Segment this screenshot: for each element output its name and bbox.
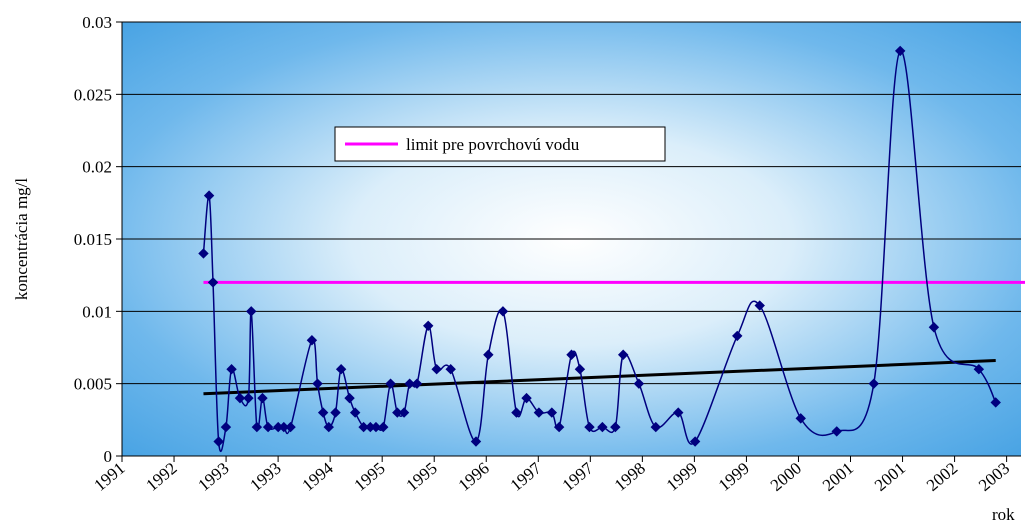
data-point <box>278 421 290 433</box>
x-tick-label: 2000 <box>767 459 805 495</box>
y-tick-label: 0.03 <box>82 13 112 32</box>
data-point <box>257 392 268 404</box>
data-point <box>617 349 629 360</box>
data-point <box>610 421 621 433</box>
data-point <box>831 426 842 437</box>
x-axis-ticks: 1991 1992 1993 1993 1994 1995 1995 1996 1997 1997… <box>90 456 1013 495</box>
gridlines <box>122 21 1021 385</box>
data-point <box>689 436 701 447</box>
data-point <box>574 363 586 375</box>
data-point <box>349 407 361 418</box>
data-point <box>243 392 254 404</box>
data-point <box>553 421 565 433</box>
data-point <box>423 320 434 332</box>
data-point <box>385 378 396 389</box>
data-point <box>566 349 577 360</box>
y-tick-label: 0.015 <box>74 230 112 249</box>
data-point <box>285 421 296 433</box>
x-tick-label: 1994 <box>298 458 337 495</box>
data-point <box>335 363 347 375</box>
y-tick-label: 0 <box>104 447 113 466</box>
x-tick-label: 2001 <box>871 459 909 495</box>
data-point <box>378 421 389 433</box>
data-point <box>483 349 494 360</box>
trend-line <box>203 359 996 396</box>
x-tick-label: 2003 <box>975 459 1013 495</box>
data-point <box>198 248 209 259</box>
data-point <box>344 392 355 404</box>
x-tick-label: 1997 <box>507 458 546 495</box>
data-point <box>497 306 509 317</box>
x-tick-label: 1997 <box>559 458 598 495</box>
legend: limit pre povrchovú vodu <box>334 126 666 162</box>
x-tick-label: 1996 <box>455 459 493 495</box>
data-point <box>306 335 318 346</box>
data-point <box>511 407 522 418</box>
data-point <box>673 407 684 418</box>
data-point <box>370 421 382 433</box>
data-point <box>213 436 224 447</box>
data-point <box>234 392 246 404</box>
data-point <box>521 392 532 404</box>
x-axis-title: rok <box>992 505 1015 524</box>
data-point <box>226 363 237 375</box>
data-point <box>928 322 940 333</box>
data-point <box>533 407 545 418</box>
data-point <box>470 436 482 447</box>
data-point <box>358 421 369 433</box>
data-point <box>392 407 403 418</box>
data-point <box>633 378 645 389</box>
x-tick-label: 1993 <box>246 459 284 495</box>
x-tick-label: 1998 <box>611 459 649 495</box>
data-point <box>795 413 806 424</box>
data-point <box>546 407 558 418</box>
data-point <box>262 421 274 433</box>
y-axis-ticks: 0 0.005 0.01 0.015 0.02 0.025 0.03 <box>74 13 122 466</box>
data-point <box>650 421 661 433</box>
x-tick-label: 2002 <box>923 459 961 495</box>
data-point <box>411 378 423 389</box>
legend-label: limit pre povrchovú vodu <box>406 135 580 154</box>
x-tick-label: 1999 <box>715 459 753 495</box>
y-tick-label: 0.02 <box>82 158 112 177</box>
data-point <box>431 363 442 375</box>
x-tick-label: 1992 <box>142 459 180 495</box>
x-tick-label: 1993 <box>194 459 232 495</box>
data-point <box>868 378 879 389</box>
data-point <box>203 190 215 201</box>
x-tick-label: 1995 <box>350 459 388 495</box>
x-tick-label: 2001 <box>819 459 857 495</box>
data-point <box>251 421 263 433</box>
data-point <box>597 421 608 433</box>
data-point <box>220 421 232 433</box>
data-point <box>330 407 341 418</box>
data-point <box>445 363 456 375</box>
data-point <box>323 421 334 433</box>
x-tick-label: 1991 <box>90 459 128 495</box>
data-point <box>584 421 595 433</box>
x-tick-label: 1995 <box>403 459 441 495</box>
data-point <box>754 300 765 311</box>
data-point <box>312 378 323 389</box>
data-point <box>973 363 985 375</box>
y-axis-title: koncentrácia mg/l <box>12 178 31 301</box>
series-markers <box>198 45 1001 447</box>
y-tick-label: 0.025 <box>74 85 112 104</box>
data-point <box>317 407 329 418</box>
x-tick-label: 1999 <box>663 459 701 495</box>
data-point <box>990 397 1001 408</box>
data-point <box>404 378 415 389</box>
data-point <box>894 45 906 57</box>
data-point <box>207 277 219 288</box>
data-point <box>732 330 743 342</box>
y-tick-label: 0.01 <box>82 302 112 321</box>
data-point <box>398 407 410 418</box>
y-tick-label: 0.005 <box>74 375 112 394</box>
data-point <box>246 306 257 317</box>
